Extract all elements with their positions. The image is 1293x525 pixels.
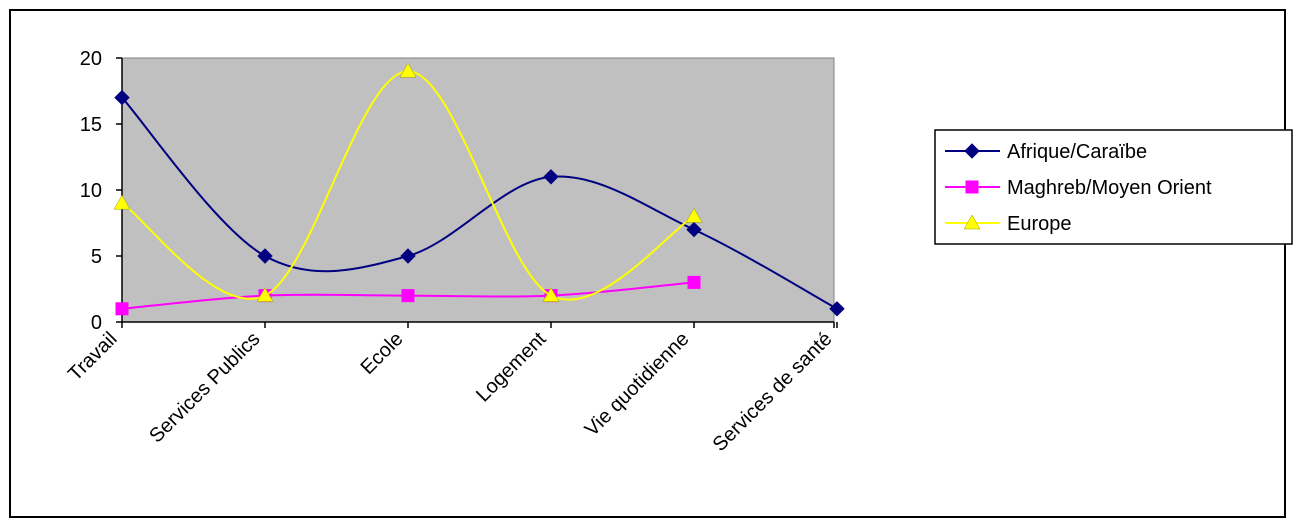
legend-label: Afrique/Caraïbe	[1007, 141, 1147, 163]
data-point	[687, 275, 701, 289]
y-tick-label: 5	[91, 246, 102, 268]
data-point	[115, 302, 129, 316]
data-point	[401, 289, 415, 303]
x-tick-label: Travail	[64, 328, 121, 385]
data-point	[399, 62, 417, 78]
series-europe	[113, 62, 703, 302]
plot-area	[121, 57, 835, 323]
y-tick-label: 20	[80, 48, 102, 70]
x-tick-label: Services de santé	[709, 328, 837, 456]
y-tick-label: 0	[91, 312, 102, 334]
data-point	[400, 248, 416, 264]
legend-marker	[965, 180, 979, 194]
y-tick-label: 10	[80, 180, 102, 202]
data-point	[256, 287, 274, 302]
x-tick-label: Vie quotidienne	[581, 328, 694, 441]
series-afrique-cara-be	[114, 89, 845, 317]
data-point	[542, 287, 560, 302]
data-point	[543, 169, 559, 185]
x-tick-label: Ecole	[357, 328, 408, 379]
legend-label: Maghreb/Moyen Orient	[1007, 177, 1212, 199]
data-point	[257, 248, 273, 264]
data-point	[686, 221, 702, 238]
legend-label: Europe	[1007, 213, 1072, 235]
data-point	[114, 89, 130, 106]
data-point	[685, 207, 703, 223]
y-tick-label: 15	[80, 114, 102, 136]
series-line	[121, 96, 838, 310]
x-tick-label: Logement	[472, 328, 551, 407]
data-point	[829, 301, 845, 317]
data-point	[113, 194, 131, 210]
x-tick-label: Services Publics	[145, 328, 264, 447]
legend-marker	[964, 143, 980, 159]
legend-marker	[963, 214, 981, 230]
